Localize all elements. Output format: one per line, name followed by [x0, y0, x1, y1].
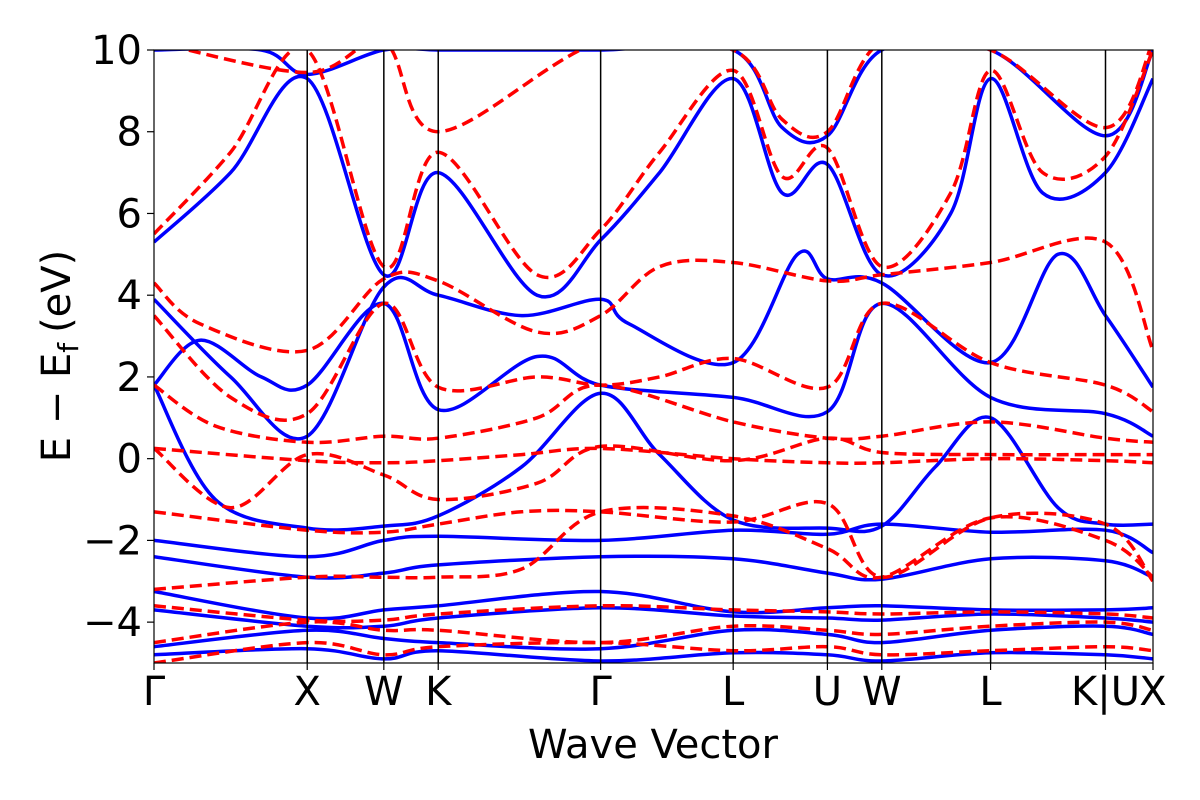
plot-frame	[153, 49, 1154, 664]
y-tick-label: 0	[117, 437, 142, 483]
solid-band-line	[154, 522, 1153, 559]
dashed-band-line	[154, 640, 1153, 663]
dashed-band-line	[154, 620, 1153, 645]
x-tick-label: K|U	[1071, 669, 1140, 715]
dashed-band-line	[154, 50, 1153, 279]
dashed-band-line	[154, 301, 1153, 422]
y-tick-label: −4	[83, 600, 142, 646]
solid-band-line	[154, 589, 1153, 621]
dashed-band-line	[154, 499, 1153, 583]
x-tick-label: Γ	[589, 669, 612, 715]
bands-layer	[154, 50, 1153, 663]
y-tick-label: −2	[83, 518, 142, 564]
y-tick-label: 4	[117, 273, 142, 319]
y-axis-ticks: −4 −2 0 2 4 6 8 10	[83, 28, 154, 646]
y-axis-label: E − Ef (eV)	[34, 250, 85, 463]
dashed-band-line	[154, 383, 1153, 445]
x-tick-label: L	[979, 669, 1002, 715]
solid-band-line	[154, 606, 1153, 630]
y-tick-label: 10	[91, 28, 142, 74]
solid-band-line	[154, 646, 1153, 663]
y-tick-label: 8	[117, 110, 142, 156]
dashed-band-line	[154, 505, 1153, 592]
x-tick-label: W	[862, 669, 902, 715]
x-tick-label: U	[813, 669, 842, 715]
x-tick-label: W	[364, 669, 404, 715]
x-tick-label: L	[722, 669, 745, 715]
y-axis-label-main: E − E	[34, 353, 80, 463]
x-tick-label: Γ	[143, 669, 166, 715]
x-axis-ticks: Γ X W K Γ L U W L K|U X	[143, 663, 1167, 715]
solid-band-line	[154, 624, 1153, 651]
x-axis-label: Wave Vector	[528, 722, 779, 768]
y-tick-label: 6	[117, 191, 142, 237]
solid-band-line	[154, 249, 1153, 441]
y-axis-label-unit: (eV)	[34, 250, 80, 333]
y-axis-label-sub: f	[52, 342, 85, 353]
x-tick-label: X	[1139, 669, 1166, 715]
solid-band-line	[154, 301, 1153, 438]
x-tick-label: K	[425, 669, 453, 715]
dashed-band-line	[154, 603, 1153, 624]
solid-band-line	[154, 74, 1153, 299]
y-tick-label: 2	[117, 355, 142, 401]
dashed-band-line	[181, 50, 1152, 139]
x-tick-label: X	[294, 669, 321, 715]
kpoint-lines	[306, 50, 1107, 663]
dashed-band-line	[154, 236, 1153, 354]
